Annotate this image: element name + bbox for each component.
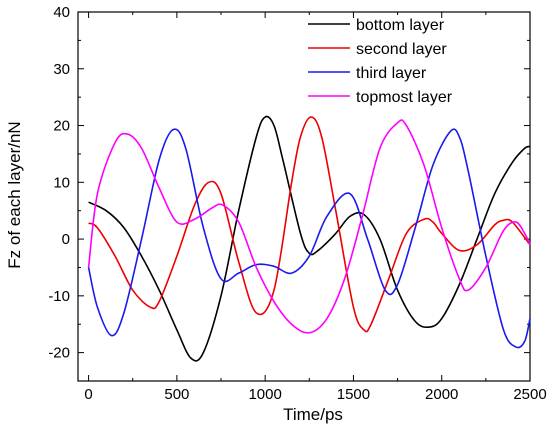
legend-label-topmost-layer: topmost layer: [356, 89, 453, 106]
plot-frame: [77, 11, 531, 382]
plot-border: [77, 11, 531, 382]
legend-label-bottom-layer: bottom layer: [356, 17, 445, 34]
y-tick-label: -20: [48, 345, 70, 362]
y-tick-label: 40: [53, 4, 70, 21]
y-axis: -20 -10 0 10 20 30 40: [48, 4, 530, 362]
x-axis-title: Time/ps: [283, 405, 343, 424]
x-axis: 0 500 1000 1500 2000 2500: [84, 12, 547, 403]
y-tick-label: 20: [53, 118, 70, 135]
x-tick-label: 500: [164, 386, 189, 403]
y-tick-label: 0: [62, 231, 70, 248]
series-line-bottom-layer: [88, 115, 531, 362]
y-tick-label: -10: [48, 288, 70, 305]
legend-label-second-layer: second layer: [356, 41, 447, 58]
legend-label-third-layer: third layer: [356, 65, 427, 82]
series-line-third-layer: [87, 128, 531, 349]
series-line-second-layer: [88, 116, 531, 333]
series-line-topmost-layer: [87, 119, 531, 334]
y-tick-label: 30: [53, 61, 70, 78]
legend: bottom layer second layer third layer topmo…: [308, 17, 453, 106]
x-tick-label: 1500: [337, 386, 370, 403]
y-tick-label: 10: [53, 174, 70, 191]
x-tick-label: 0: [84, 386, 92, 403]
series-lines: [87, 115, 531, 362]
x-tick-label: 1000: [248, 386, 281, 403]
x-tick-label: 2500: [513, 386, 546, 403]
y-axis-title: Fz of each layer/nN: [5, 121, 24, 268]
x-tick-label: 2000: [425, 386, 458, 403]
